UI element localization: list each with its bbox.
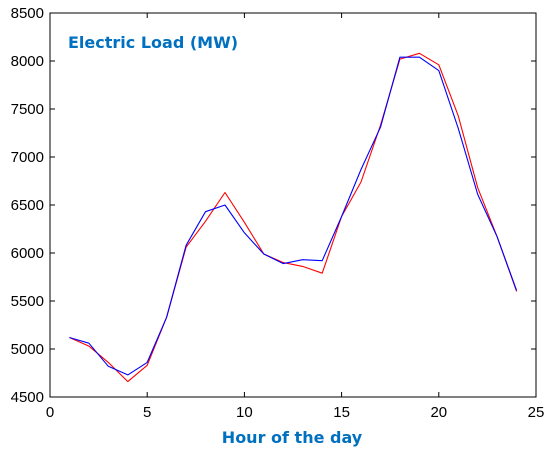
chart-title: Electric Load (MW) (68, 33, 238, 52)
x-tick-label: 20 (430, 404, 447, 421)
y-tick-label: 6000 (11, 245, 44, 262)
y-tick-label: 5500 (11, 293, 44, 310)
y-tick-label: 5000 (11, 341, 44, 358)
x-tick-label: 25 (528, 404, 545, 421)
x-axis-title: Hour of the day (222, 428, 363, 447)
y-tick-label: 7000 (11, 149, 44, 166)
y-tick-label: 8500 (11, 5, 44, 22)
plot-area (49, 12, 537, 398)
series-layer (69, 52, 518, 383)
series-line-1 (69, 52, 518, 383)
x-tick-label: 5 (143, 404, 151, 421)
y-tick-label: 8000 (11, 53, 44, 70)
y-tick-label: 6500 (11, 197, 44, 214)
y-tick-label: 7500 (11, 101, 44, 118)
x-tick-label: 10 (236, 404, 253, 421)
x-axis: 0 5 10 15 20 25 (46, 13, 545, 421)
series-line-0 (69, 56, 518, 376)
y-tick-label: 4500 (11, 389, 44, 406)
y-axis: 4500 5000 5500 6000 6500 7000 7500 8000 8500 (11, 5, 536, 406)
x-tick-label: 0 (46, 404, 54, 421)
x-tick-label: 15 (333, 404, 350, 421)
